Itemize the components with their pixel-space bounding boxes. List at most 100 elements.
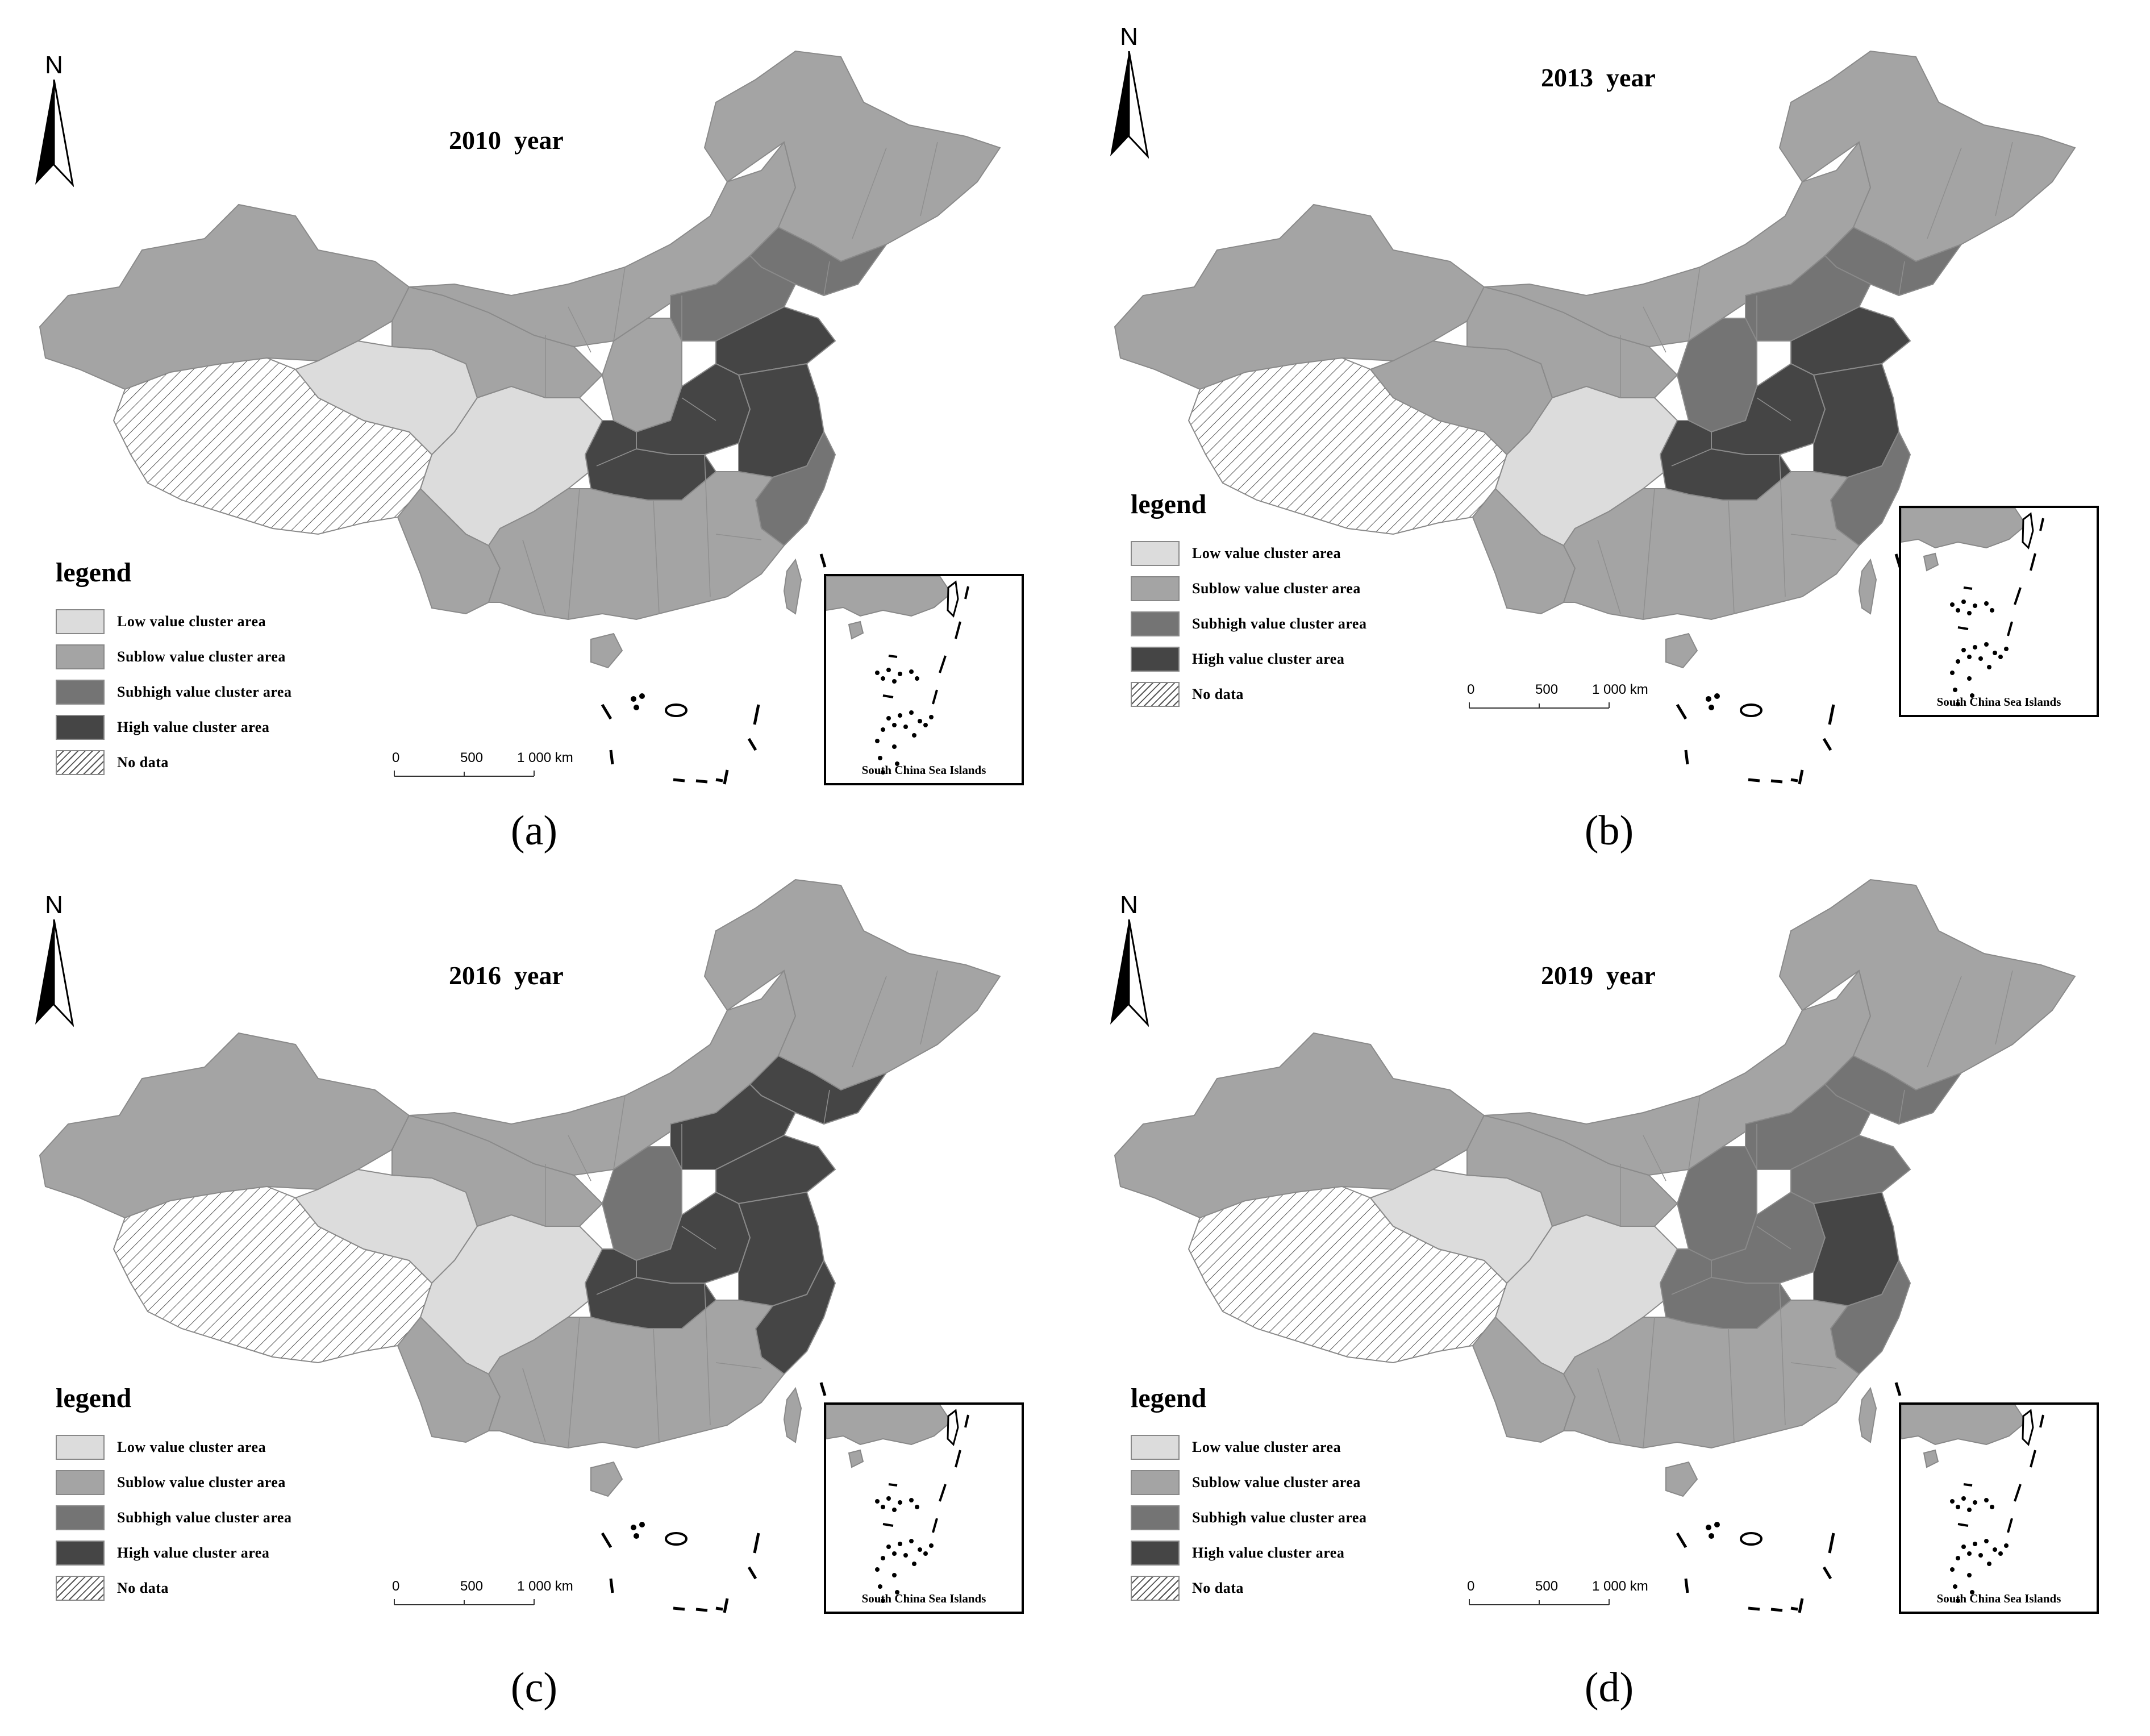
north-arrow: N [28,51,80,199]
province-border [1671,1277,1712,1295]
scale-tick-label: 500 [1535,1579,1559,1594]
region-taiwan [783,558,802,615]
inset-map [1901,1405,2044,1603]
maritime-boundary-dash [1748,778,1760,782]
island-marker [639,693,645,699]
legend-swatch-high [1131,1541,1180,1566]
maritime-boundary-dash [753,704,760,725]
maritime-boundary-dash [673,778,685,782]
legend-item-nodata: No data [56,1571,374,1606]
island-marker [1706,1525,1711,1530]
legend-item-sublow: Sublow value cluster area [56,1465,374,1500]
province-border [1995,141,2013,217]
province-border [920,970,938,1045]
legend-item-subhigh: Subhigh value cluster area [56,1500,374,1535]
province-border [1790,534,1837,540]
province-border [704,1283,711,1426]
maritime-boundary-dash [715,1606,723,1611]
region-yunnan [397,1316,501,1443]
legend-label: Subhigh value cluster area [1192,615,1367,632]
maritime-boundary-dash [1684,750,1689,765]
legend-swatch-nodata [1131,1576,1180,1601]
legend-item-subhigh: Subhigh value cluster area [1131,1500,1449,1535]
region-taiwan [1858,1387,1877,1443]
panel-label: (d) [1584,1664,1634,1711]
province-border [1643,1317,1655,1448]
island-marker [1709,1533,1714,1539]
legend-swatch-nodata [56,750,105,775]
legend-swatch-subhigh [56,680,105,705]
inset-map [1901,508,2044,706]
legend-item-nodata: No data [56,745,374,780]
province-border [568,1135,591,1181]
province-border [613,267,626,342]
legend-label: Low value cluster area [1192,1439,1341,1455]
legend-item-low: Low value cluster area [56,1430,374,1465]
island-marker [1709,705,1714,710]
north-label: N [45,51,63,79]
maritime-boundary-dash [1684,1578,1689,1593]
legend-swatch-sublow [1131,576,1180,601]
province-border [1728,1328,1735,1443]
legend-label: No data [1192,686,1244,702]
scale-tick-label: 1 000 km [1592,1579,1648,1594]
maritime-boundary-dash [715,778,723,782]
south-china-sea-inset: South China Sea Islands [824,1402,1024,1614]
legend-swatch-nodata [56,1576,105,1601]
inset-caption: South China Sea Islands [1936,695,2061,709]
maritime-boundary-dash [1770,779,1783,784]
region-hainan [1665,1461,1698,1497]
province-border [1779,454,1786,597]
maritime-boundary-dash [753,1533,760,1554]
maritime-boundary-dash [1676,1532,1688,1548]
island-marker [631,696,636,702]
inset-map [826,1405,969,1603]
maritime-boundary-dash [819,553,827,568]
province-border [1927,976,1962,1068]
maritime-boundary-dash [1798,769,1804,785]
maritime-boundary-dash [673,1606,685,1611]
legend-swatch-subhigh [1131,611,1180,636]
maritime-boundary-dash [609,1578,614,1593]
north-arrow-icon [35,80,74,188]
island-marker [631,1525,636,1530]
province-border [1597,539,1621,614]
scale-tick-label: 0 [1467,682,1475,697]
south-china-sea-inset: South China Sea Islands [824,574,1024,785]
south-china-sea-inset: South China Sea Islands [1899,506,2099,717]
scale-tick-label: 500 [460,1579,484,1594]
scale-tick-label: 1 000 km [517,750,573,765]
north-arrow: N [1103,891,1155,1039]
scale-tick-label: 500 [1535,682,1559,697]
legend-label: Sublow value cluster area [117,648,286,665]
legend-label: Subhigh value cluster area [117,684,292,700]
province-border [823,1089,830,1125]
maritime-boundary-dash [609,750,614,765]
province-border [568,488,580,620]
maritime-boundary-dash [1822,738,1832,751]
province-border [568,1317,580,1448]
scale-bar-line [1469,1599,1610,1605]
legend-title: legend [1131,1383,1207,1413]
legend-title: legend [1131,489,1207,519]
legend-item-subhigh: Subhigh value cluster area [56,675,374,710]
reef-outline [1740,1532,1763,1546]
province-border [1927,147,1962,239]
province-border [704,454,711,597]
legend-swatch-sublow [56,1470,105,1495]
maritime-boundary-dash [1828,1533,1835,1554]
legend-label: No data [117,754,169,771]
map-panel-2013: N 2013 year legend Low value cluster area Su… [1075,0,2150,868]
maritime-boundary-dash [747,1566,757,1580]
legend-item-low: Low value cluster area [1131,536,1449,571]
legend-item-low: Low value cluster area [56,604,374,639]
map-title: 2019 year [1541,961,1656,990]
province-border [653,1328,660,1443]
province-border [1643,306,1666,353]
maritime-boundary-dash [723,769,729,785]
reef-outline [1740,703,1763,717]
maritime-boundary-dash [695,779,708,784]
legend-item-high: High value cluster area [56,710,374,745]
maritime-boundary-dash [695,1608,708,1612]
legend-label: No data [1192,1580,1244,1596]
